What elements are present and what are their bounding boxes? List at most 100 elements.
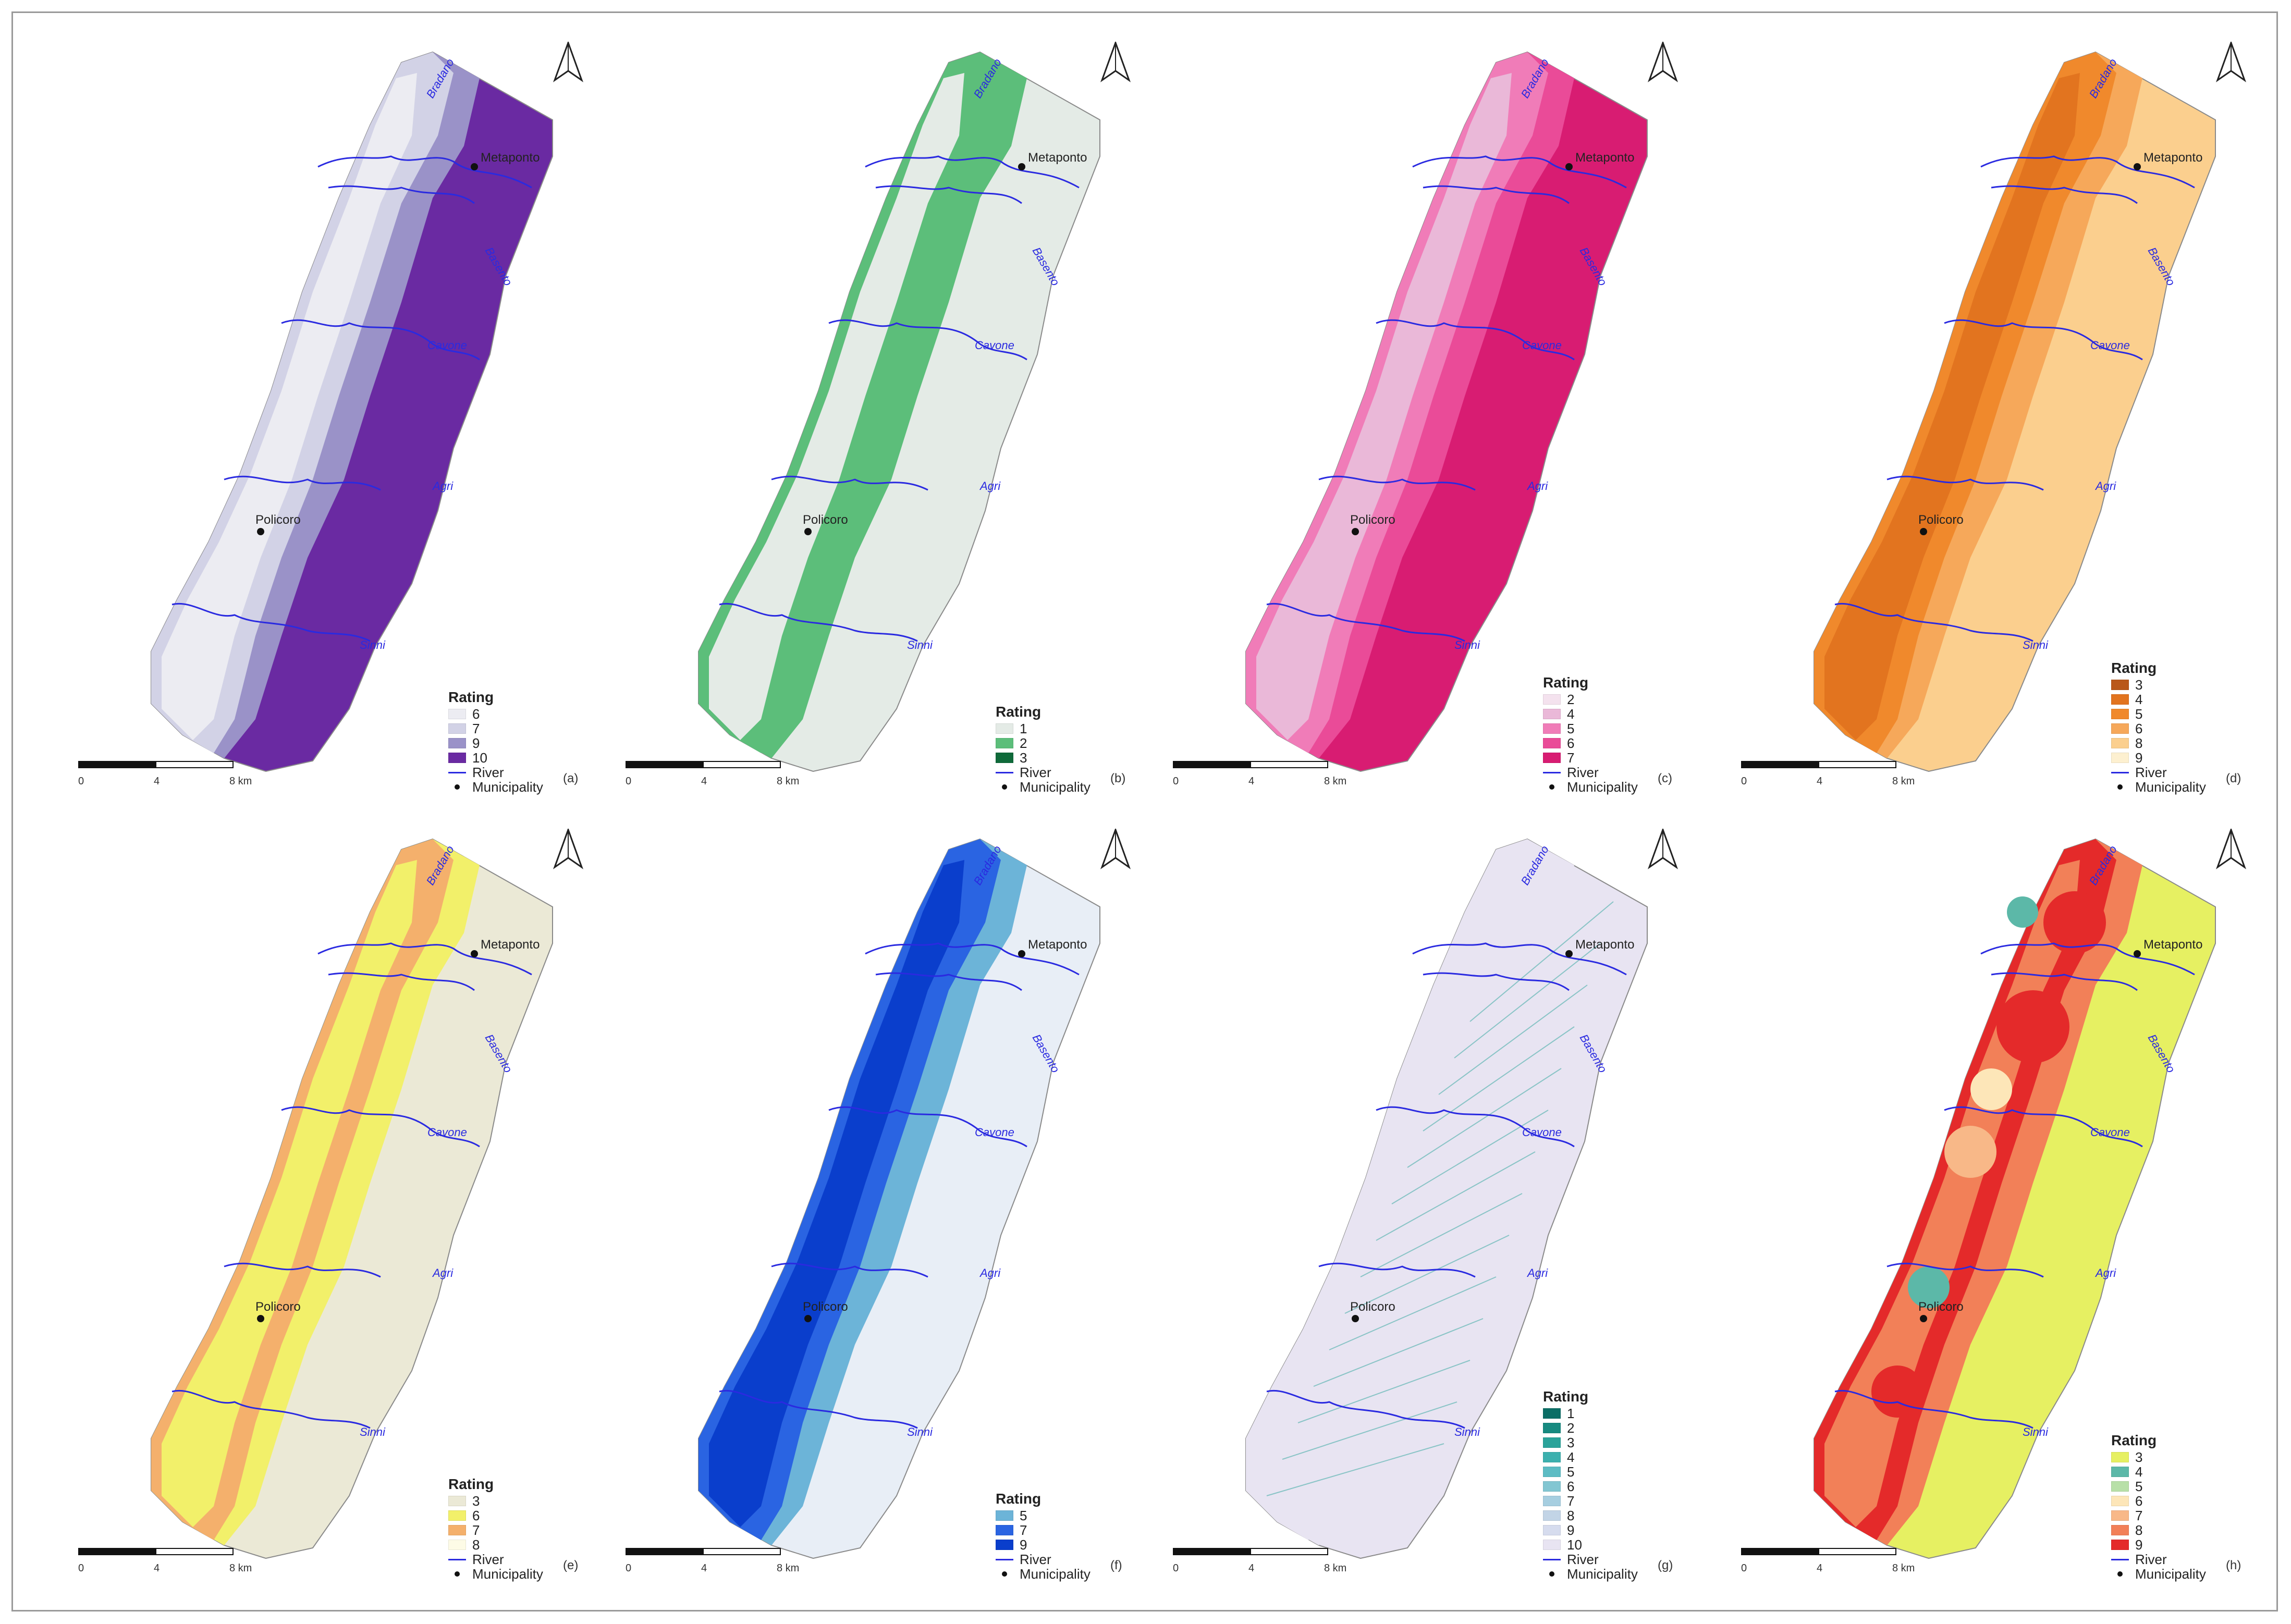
legend-swatch <box>2111 723 2129 734</box>
scale-label: 0 <box>626 1563 632 1574</box>
legend-item: 5 <box>996 1508 1091 1523</box>
legend-value: 5 <box>2135 706 2143 722</box>
municipality-dot <box>1920 528 1927 535</box>
town-label-policoro: Policoro <box>1350 513 1395 527</box>
town-label-policoro: Policoro <box>803 513 848 527</box>
river-line <box>1991 972 2138 991</box>
river-label-sinni: Sinni <box>907 638 933 651</box>
legend-value: 7 <box>2135 1508 2143 1523</box>
legend-item: 5 <box>1543 1465 1638 1479</box>
town-label-metaponto: Metaponto <box>1028 151 1087 165</box>
legend-swatch <box>2111 1496 2129 1506</box>
legend-municipality: Municipality <box>1543 1567 1638 1581</box>
legend-d: Rating 3 4 5 6 8 9 River Municipality <box>2111 661 2206 794</box>
legend-swatch <box>2111 709 2129 719</box>
municipality-dot-icon <box>448 784 466 790</box>
legend-river: River <box>1543 1552 1638 1567</box>
legend-municipality-label: Municipality <box>472 1566 543 1582</box>
legend-item: 9 <box>996 1537 1091 1552</box>
river-label-sinni: Sinni <box>2023 638 2049 651</box>
municipality-dot-icon <box>2111 1571 2129 1577</box>
legend-item: 7 <box>1543 751 1638 765</box>
panel-label-g: (g) <box>1658 1558 1673 1572</box>
scale-label: 4 <box>154 1563 160 1574</box>
legend-river: River <box>448 765 543 780</box>
legend-swatch <box>1543 723 1561 734</box>
river-line <box>1318 475 1476 491</box>
legend-municipality: Municipality <box>996 780 1091 794</box>
river-label-cavone: Cavone <box>975 1126 1014 1139</box>
map-panel-f: Bradano Basento Cavone Agri Sinni Metaponto Po… <box>584 818 1147 1600</box>
legend-swatch <box>2111 1452 2129 1462</box>
town-label-metaponto: Metaponto <box>1575 151 1634 165</box>
legend-value: 1 <box>1020 721 1027 736</box>
legend-item: 4 <box>2111 692 2206 707</box>
north-arrow-icon <box>2215 42 2247 82</box>
legend-item: 1 <box>996 721 1091 736</box>
river-line-icon <box>2111 1558 2129 1560</box>
town-label-metaponto: Metaponto <box>481 151 540 165</box>
legend-item: 3 <box>2111 678 2206 692</box>
town-label-policoro: Policoro <box>1918 513 1964 527</box>
river-label-agri: Agri <box>432 1266 454 1279</box>
texture-line <box>1266 1443 1444 1496</box>
legend-municipality: Municipality <box>996 1567 1091 1581</box>
map-b: BradanoBasentoCavoneAgriSinniMetapontoPo… <box>698 51 1100 772</box>
river-label-agri: Agri <box>1526 479 1548 493</box>
river-line <box>719 602 918 642</box>
river-line <box>1944 319 2143 361</box>
legend-river-label: River <box>2135 765 2167 780</box>
river-line-icon <box>996 1558 1013 1560</box>
legend-swatch <box>1543 1437 1561 1448</box>
scale-label: 0 <box>626 776 632 787</box>
river-line <box>1412 155 1627 189</box>
scale-label: 8 km <box>1892 1563 1915 1574</box>
legend-value: 8 <box>472 1537 480 1553</box>
legend-item: 7 <box>996 1523 1091 1537</box>
legend-swatch <box>2111 1540 2129 1550</box>
legend-item: 1 <box>1543 1406 1638 1421</box>
town-label-metaponto: Metaponto <box>1028 938 1087 952</box>
legend-value: 3 <box>472 1493 480 1509</box>
legend-title: Rating <box>996 704 1042 720</box>
map-h: BradanoBasentoCavoneAgriSinniMetapontoPo… <box>1814 838 2216 1559</box>
legend-value: 6 <box>472 706 480 722</box>
river-line <box>865 942 1080 976</box>
legend-municipality: Municipality <box>1543 780 1638 794</box>
scale-label: 0 <box>1741 776 1747 787</box>
legend-item: 9 <box>448 736 543 751</box>
north-arrow-icon <box>2215 829 2247 869</box>
legend-value: 4 <box>2135 692 2143 707</box>
legend-swatch <box>2111 753 2129 763</box>
legend-item: 6 <box>2111 1494 2206 1508</box>
zone-west-core <box>162 73 417 740</box>
legend-item: 9 <box>2111 751 2206 765</box>
legend-river-label: River <box>1020 765 1051 780</box>
texture-line <box>1469 901 1614 1022</box>
river-line <box>1318 1262 1476 1278</box>
scale-label: 8 km <box>777 776 800 787</box>
legend-river-label: River <box>2135 1552 2167 1567</box>
river-line <box>171 602 371 642</box>
scale-label: 0 <box>1173 776 1179 787</box>
legend-item: 6 <box>448 707 543 721</box>
legend-value: 5 <box>1567 1464 1575 1480</box>
legend-river: River <box>2111 765 2206 780</box>
river-line <box>865 155 1080 189</box>
legend-swatch <box>996 1525 1013 1535</box>
legend-swatch <box>996 723 1013 734</box>
land-patch <box>1908 1266 1950 1308</box>
town-label-policoro: Policoro <box>803 1300 848 1314</box>
town-label-policoro: Policoro <box>255 513 301 527</box>
legend-item: 7 <box>448 721 543 736</box>
river-line <box>1834 1389 2033 1429</box>
legend-item: 6 <box>1543 736 1638 751</box>
legend-item: 6 <box>448 1508 543 1523</box>
river-label-sinni: Sinni <box>2023 1425 2049 1438</box>
legend-item: 8 <box>2111 1523 2206 1537</box>
legend-value: 7 <box>1567 1493 1575 1509</box>
legend-value: 6 <box>1567 735 1575 751</box>
legend-swatch <box>1543 753 1561 763</box>
legend-value: 5 <box>1567 721 1575 736</box>
north-arrow-icon <box>1100 829 1131 869</box>
